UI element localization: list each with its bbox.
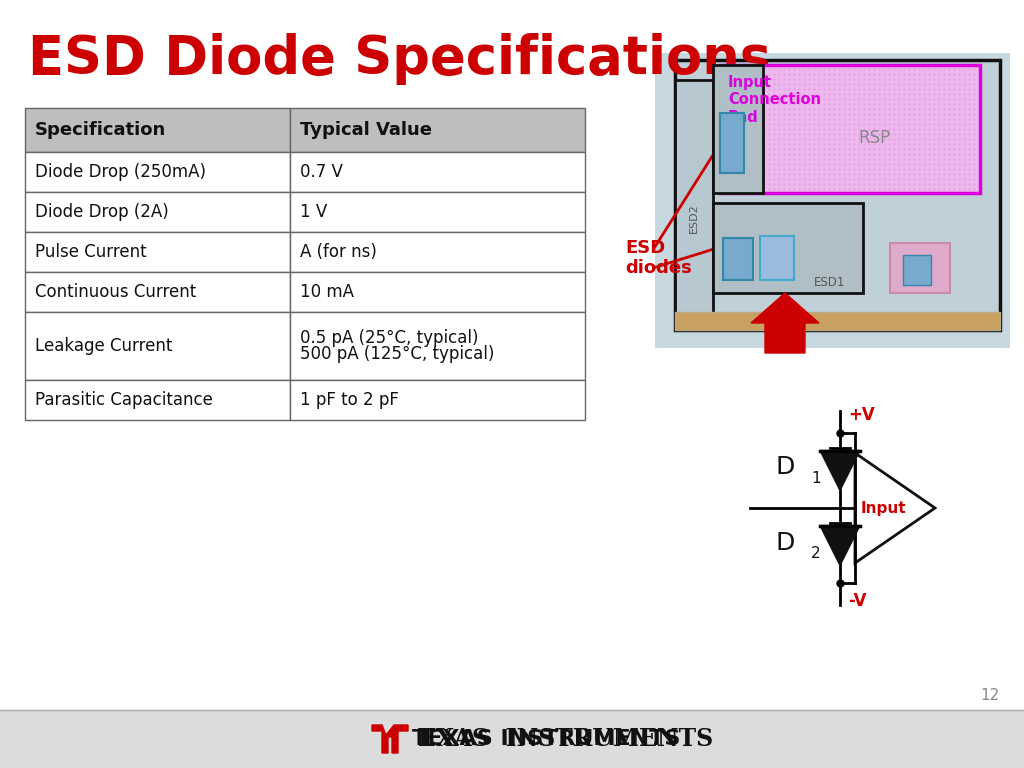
Bar	[903, 255, 931, 285]
Text: 500 pA (125°C, typical): 500 pA (125°C, typical)	[300, 345, 495, 363]
Text: Continuous Current: Continuous Current	[35, 283, 197, 301]
Bar	[675, 80, 713, 330]
Polygon shape	[820, 451, 860, 491]
Bar	[760, 236, 794, 280]
Polygon shape	[820, 525, 860, 565]
Text: EXAS  INSTRUMENTS: EXAS INSTRUMENTS	[418, 727, 713, 751]
Bar	[655, 53, 1010, 348]
Bar	[290, 152, 585, 192]
Text: Input
Connection
Pad: Input Connection Pad	[728, 75, 821, 124]
Text: ESD Diode Specifications: ESD Diode Specifications	[28, 33, 771, 85]
Bar	[25, 232, 290, 272]
Text: 2: 2	[811, 546, 820, 561]
Text: 0.5 pA (25°C, typical): 0.5 pA (25°C, typical)	[300, 329, 478, 347]
Bar	[290, 312, 585, 380]
Bar	[0, 710, 1024, 768]
Text: Input: Input	[860, 501, 906, 515]
Polygon shape	[751, 293, 819, 353]
Bar	[290, 192, 585, 232]
Bar	[290, 272, 585, 312]
Text: ESD
diodes: ESD diodes	[625, 239, 692, 277]
Bar	[25, 192, 290, 232]
Text: Pulse Current: Pulse Current	[35, 243, 146, 261]
Polygon shape	[855, 453, 935, 563]
Bar	[720, 65, 980, 193]
Bar	[675, 60, 1000, 330]
Text: 1 V: 1 V	[300, 203, 328, 221]
Text: ESD2: ESD2	[689, 203, 699, 233]
Bar	[720, 113, 744, 173]
Text: ESD1: ESD1	[814, 276, 846, 290]
Text: Diode Drop (250mA): Diode Drop (250mA)	[35, 163, 206, 181]
Text: D: D	[775, 531, 795, 554]
Text: +V: +V	[848, 406, 874, 424]
Text: 1: 1	[811, 471, 820, 486]
Text: Leakage Current: Leakage Current	[35, 337, 172, 355]
Bar	[25, 108, 290, 152]
Text: A (for ns): A (for ns)	[300, 243, 377, 261]
Text: RSP: RSP	[859, 129, 891, 147]
Bar	[675, 312, 1000, 330]
Bar	[25, 152, 290, 192]
Text: -V: -V	[848, 592, 866, 610]
Bar	[25, 312, 290, 380]
Text: Parasitic Capacitance: Parasitic Capacitance	[35, 391, 213, 409]
Bar	[25, 272, 290, 312]
Bar	[290, 232, 585, 272]
Text: D: D	[775, 455, 795, 479]
Text: Typical Value: Typical Value	[300, 121, 432, 139]
Text: 10 mA: 10 mA	[300, 283, 354, 301]
Bar	[723, 238, 753, 280]
Bar	[25, 380, 290, 420]
Text: Specification: Specification	[35, 121, 166, 139]
Polygon shape	[372, 725, 408, 753]
Text: 1 pF to 2 pF: 1 pF to 2 pF	[300, 391, 399, 409]
Bar	[890, 243, 950, 293]
Bar	[290, 380, 585, 420]
Bar	[713, 65, 763, 193]
Bar	[290, 108, 585, 152]
Text: Diode Drop (2A): Diode Drop (2A)	[35, 203, 169, 221]
Text: 12: 12	[980, 688, 999, 703]
Bar	[713, 203, 863, 293]
Text: TEXAS INSTRUMENTS: TEXAS INSTRUMENTS	[412, 729, 680, 749]
Text: 0.7 V: 0.7 V	[300, 163, 343, 181]
Text: T: T	[418, 727, 435, 751]
